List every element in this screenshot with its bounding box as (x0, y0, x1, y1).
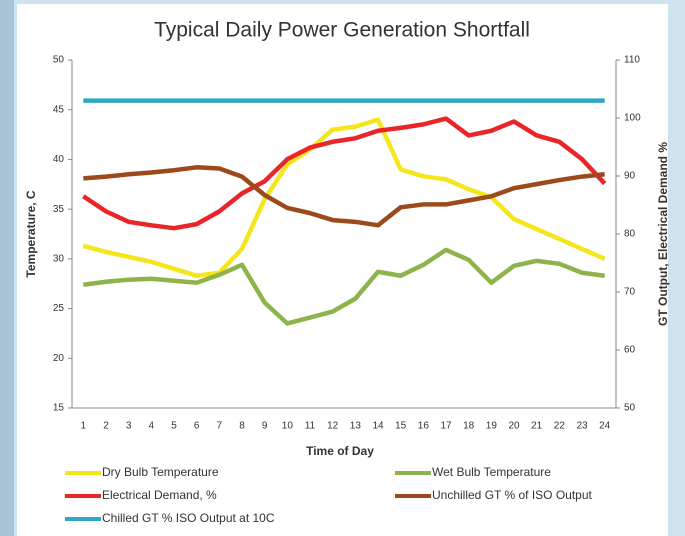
y-tick-label: 45 (53, 104, 65, 115)
y-tick-label: 30 (53, 253, 65, 264)
x-tick-label: 12 (327, 421, 339, 432)
legend-label: Wet Bulb Temperature (432, 465, 551, 479)
x-tick-label: 3 (126, 421, 132, 432)
x-tick-label: 21 (531, 421, 543, 432)
series-line (83, 247, 605, 326)
series-line (82, 116, 607, 231)
x-tick-label: 18 (463, 421, 475, 432)
x-tick-label: 11 (305, 421, 316, 432)
series-line (82, 117, 606, 279)
x-tick-label: 22 (554, 421, 566, 432)
x-tick-label: 7 (217, 421, 223, 432)
chart-title: Typical Daily Power Generation Shortfall (154, 19, 530, 42)
y2-tick-label: 110 (624, 55, 640, 66)
y-tick-label: 35 (53, 204, 65, 215)
legend-label: Electrical Demand, % (102, 488, 217, 502)
series-line (83, 165, 605, 228)
y-tick-label: 50 (53, 55, 65, 66)
x-tick-label: 13 (350, 421, 362, 432)
x-tick-label: 8 (239, 421, 245, 432)
x-tick-label: 10 (282, 421, 294, 432)
x-tick-label: 24 (599, 421, 611, 432)
x-tick-label: 17 (440, 421, 452, 432)
x-tick-label: 6 (194, 421, 200, 432)
legend-label: Unchilled GT % of ISO Output (432, 488, 593, 502)
x-tick-label: 9 (262, 421, 268, 432)
x-tick-label: 4 (149, 421, 155, 432)
x-tick-label: 23 (576, 421, 588, 432)
y2-tick-label: 90 (624, 171, 636, 182)
y2-axis-label: GT Output, Electrical Demand % (656, 142, 670, 326)
y2-tick-label: 60 (624, 345, 636, 356)
legend-label: Dry Bulb Temperature (102, 465, 219, 479)
y-tick-label: 25 (53, 303, 65, 314)
x-tick-label: 16 (418, 421, 430, 432)
x-tick-label: 1 (81, 421, 87, 432)
legend-label: Chilled GT % ISO Output at 10C (102, 511, 275, 525)
x-tick-label: 5 (171, 421, 177, 432)
x-tick-label: 20 (508, 421, 520, 432)
y2-tick-label: 70 (624, 287, 636, 298)
y2-tick-label: 100 (624, 113, 641, 124)
chart-panel (17, 4, 668, 536)
y2-tick-label: 80 (624, 229, 636, 240)
x-axis-label: Time of Day (306, 444, 374, 458)
side-strip (0, 0, 14, 536)
x-tick-label: 14 (372, 421, 384, 432)
y-tick-label: 20 (53, 353, 65, 364)
y-axis-label: Temperature, C (24, 190, 38, 277)
x-tick-label: 2 (103, 421, 109, 432)
y-tick-label: 15 (53, 403, 65, 414)
y2-tick-label: 50 (624, 403, 636, 414)
y-tick-label: 40 (53, 154, 65, 165)
x-tick-label: 15 (395, 421, 407, 432)
x-tick-label: 19 (486, 421, 498, 432)
